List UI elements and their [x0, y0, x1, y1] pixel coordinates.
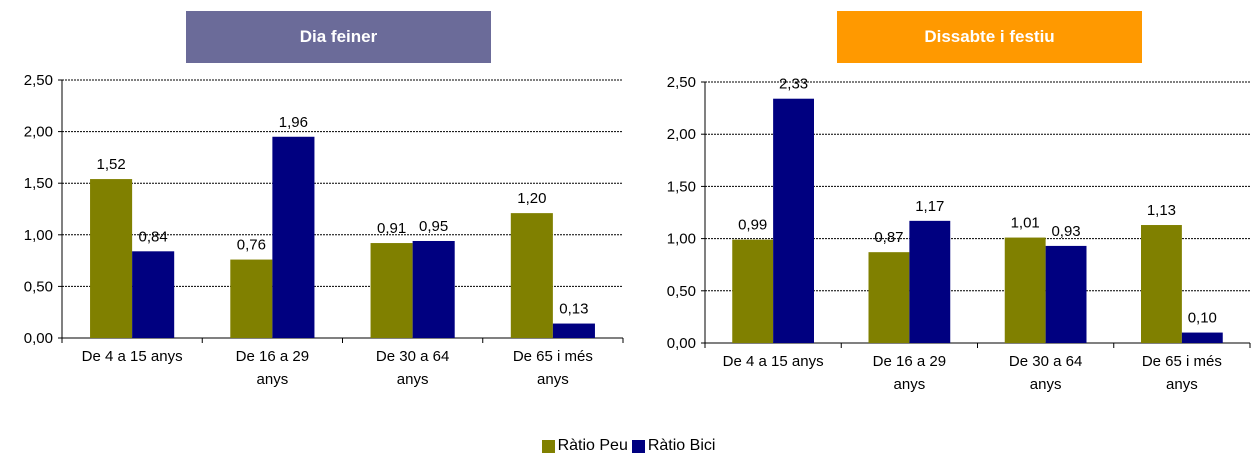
legend-item-bici: Ràtio Bici — [631, 437, 716, 455]
right-ytick-label: 1,00 — [667, 231, 696, 248]
bar-chart-dissabte-festiu: 0,00 0,50 1,00 1,50 2,00 2,50 0,99 2,33 De 4 a 1… — [667, 74, 1251, 393]
right-bar-peu — [868, 252, 910, 343]
right-data-label-peu: 0,99 — [738, 217, 767, 234]
right-category-label: De 65 i més — [1142, 353, 1222, 370]
bar-chart-dia-feiner: 0,00 0,50 1,00 1,50 2,00 2,50 1,52 0,84 De 4 a 1… — [24, 72, 624, 388]
left-bar-bici — [412, 240, 455, 338]
left-data-label-peu: 0,91 — [377, 220, 406, 237]
left-data-label-bici: 0,95 — [419, 218, 448, 235]
left-bar-peu — [90, 179, 133, 338]
chart-title-dia-feiner: Dia feiner — [186, 11, 491, 63]
right-category-label: anys — [1166, 376, 1198, 393]
right-ytick-label: 2,00 — [667, 126, 696, 143]
legend-item-peu: Ràtio Peu — [541, 437, 628, 455]
right-data-label-peu: 0,87 — [874, 229, 903, 246]
left-data-label-bici: 1,96 — [279, 114, 308, 131]
right-ytick-label: 0,50 — [667, 283, 696, 300]
left-category-label: De 16 a 29 — [236, 348, 309, 365]
right-data-label-peu: 1,01 — [1011, 215, 1040, 232]
right-category-label: De 4 a 15 anys — [723, 353, 824, 370]
right-bar-peu — [1004, 237, 1046, 343]
right-category-label: De 30 a 64 — [1009, 353, 1082, 370]
left-category-label: De 4 a 15 anys — [82, 348, 183, 365]
right-ytick-label: 0,00 — [667, 335, 696, 352]
left-category-label: anys — [397, 371, 429, 388]
right-data-label-bici: 1,17 — [915, 198, 944, 215]
right-data-label-peu: 1,13 — [1147, 202, 1176, 219]
left-ytick-label: 2,00 — [24, 124, 53, 141]
left-category-label: De 65 i més — [513, 348, 593, 365]
right-category-label: De 16 a 29 — [873, 353, 946, 370]
right-data-label-bici: 0,10 — [1188, 310, 1217, 327]
left-bar-peu — [230, 259, 273, 338]
right-category-label: anys — [894, 376, 926, 393]
left-category-label: De 30 a 64 — [376, 348, 449, 365]
legend: Ràtio Peu Ràtio Bici — [0, 437, 1257, 455]
right-data-label-bici: 0,93 — [1051, 223, 1080, 240]
right-bar-peu — [732, 239, 774, 343]
legend-swatch-peu — [541, 439, 555, 453]
right-ytick-label: 1,50 — [667, 178, 696, 195]
left-data-label-bici: 0,13 — [559, 301, 588, 318]
left-ytick-label: 0,50 — [24, 278, 53, 295]
left-bar-bici — [272, 136, 315, 338]
right-ytick-label: 2,50 — [667, 74, 696, 91]
right-bar-bici — [1181, 332, 1223, 343]
left-category-label: anys — [257, 371, 289, 388]
left-category-label: anys — [537, 371, 569, 388]
right-category-label: anys — [1030, 376, 1062, 393]
left-bar-bici — [132, 251, 175, 338]
legend-label-bici: Ràtio Bici — [647, 437, 716, 454]
right-data-label-bici: 2,33 — [779, 76, 808, 93]
left-bar-peu — [370, 243, 413, 338]
left-ytick-label: 0,00 — [24, 330, 53, 347]
left-data-label-peu: 1,52 — [96, 156, 125, 173]
right-bar-bici — [909, 220, 951, 343]
left-data-label-peu: 1,20 — [517, 190, 546, 207]
right-bar-peu — [1141, 225, 1182, 343]
left-data-label-bici: 0,84 — [139, 228, 168, 245]
right-bar-bici — [1045, 245, 1087, 343]
chart-title-dissabte-festiu: Dissabte i festiu — [837, 11, 1142, 63]
left-ytick-label: 1,00 — [24, 227, 53, 244]
left-ytick-label: 2,50 — [24, 72, 53, 89]
left-bar-bici — [552, 323, 595, 338]
left-bar-peu — [510, 213, 553, 338]
left-ytick-label: 1,50 — [24, 175, 53, 192]
right-bar-bici — [773, 98, 814, 343]
left-data-label-peu: 0,76 — [237, 237, 266, 254]
legend-label-peu: Ràtio Peu — [557, 437, 628, 454]
legend-swatch-bici — [631, 439, 645, 453]
